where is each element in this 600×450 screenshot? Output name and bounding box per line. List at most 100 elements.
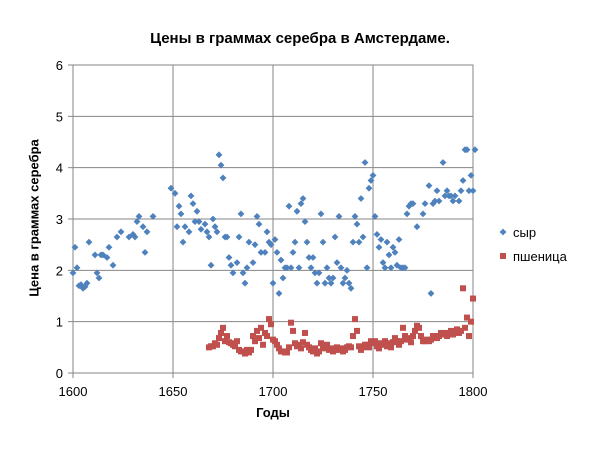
cheese-point (185, 228, 193, 236)
wheat-point (380, 341, 386, 348)
wheat-point (412, 327, 418, 334)
wheat-point (214, 341, 220, 348)
wheat-point (356, 343, 362, 350)
wheat-point (406, 335, 412, 342)
cheese-point (187, 192, 195, 200)
cheese-point (361, 159, 369, 166)
cheese-point (251, 241, 259, 249)
cheese-point (443, 187, 451, 195)
wheat-point (300, 339, 306, 346)
cheese-point (389, 243, 397, 251)
x-tick-label: 1800 (459, 384, 488, 399)
cheese-point (321, 279, 329, 287)
cheese-point (167, 184, 175, 192)
cheese-point (113, 233, 121, 241)
wheat-point (416, 324, 422, 331)
wheat-point (372, 338, 378, 345)
wheat-point (460, 285, 466, 292)
cheese-point (375, 243, 383, 251)
wheat-point (418, 333, 424, 340)
cheese-point (225, 254, 233, 261)
cheese-point (309, 254, 317, 261)
wheat-point (398, 338, 404, 345)
cheese-point (189, 200, 197, 207)
cheese-point (351, 213, 359, 220)
wheat-point (290, 327, 296, 334)
cheese-point (337, 264, 345, 272)
legend-cheese-label: сыр (513, 225, 536, 240)
wheat-point (284, 349, 290, 356)
wheat-point (292, 340, 298, 347)
cheese-point (371, 213, 379, 220)
cheese-point (69, 269, 77, 277)
cheese-point (289, 248, 297, 256)
wheat-point (218, 329, 224, 336)
cheese-point (291, 238, 299, 246)
cheese-point (335, 213, 343, 220)
cheese-point (451, 192, 459, 200)
wheat-point (242, 350, 248, 357)
legend-wheat-marker (500, 253, 506, 259)
cheese-point (377, 236, 385, 243)
cheese-point (299, 195, 307, 202)
cheese-point (179, 238, 187, 246)
y-tick-label: 2 (56, 263, 63, 278)
wheat-point (328, 345, 334, 352)
cheese-point (71, 243, 79, 251)
cheese-point (345, 279, 353, 287)
wheat-point (256, 335, 262, 342)
cheese-point (341, 274, 349, 282)
cheese-point (305, 254, 313, 261)
cheese-point (171, 189, 179, 197)
cheese-point (331, 233, 339, 241)
cheese-point (313, 279, 321, 287)
cheese-point (405, 202, 413, 210)
wheat-point (264, 333, 270, 340)
wheat-point (464, 314, 470, 321)
cheese-point (469, 187, 477, 195)
wheat-point (400, 324, 406, 331)
cheese-point (287, 264, 295, 272)
cheese-point (135, 213, 143, 220)
cheese-point (427, 290, 435, 297)
cheese-point (131, 233, 139, 241)
wheat-point (454, 326, 460, 333)
cheese-point (301, 218, 309, 225)
cheese-point (255, 220, 263, 228)
wheat-point (392, 335, 398, 342)
wheat-point (352, 316, 358, 323)
cheese-point (421, 200, 429, 207)
legend-wheat-label: пшеница (513, 249, 568, 264)
wheat-point (390, 339, 396, 346)
cheese-point (277, 256, 285, 264)
cheese-point (239, 269, 247, 277)
wheat-point (470, 295, 476, 302)
x-tick-label: 1600 (59, 384, 88, 399)
wheat-point (402, 333, 408, 340)
wheat-point (216, 335, 222, 342)
cheese-point (327, 279, 335, 287)
cheese-point (329, 274, 337, 282)
x-tick-label: 1650 (159, 384, 188, 399)
cheese-point (347, 284, 355, 292)
wheat-point (276, 345, 282, 352)
cheese-point (365, 184, 373, 192)
x-axis-title: Годы (256, 405, 290, 420)
wheat-point (350, 333, 356, 340)
cheese-point (311, 269, 319, 277)
cheese-point (325, 274, 333, 282)
cheese-point (323, 264, 331, 272)
cheese-point (333, 259, 341, 267)
cheese-point (143, 228, 151, 236)
cheese-point (447, 192, 455, 200)
cheese-point (467, 171, 475, 179)
cheese-point (315, 269, 323, 277)
cheese-point (93, 269, 101, 277)
y-tick-label: 5 (56, 109, 63, 124)
wheat-point (260, 341, 266, 348)
wheat-point (288, 319, 294, 326)
cheese-point (195, 218, 203, 225)
wheat-point (388, 344, 394, 351)
cheese-point (367, 177, 375, 184)
y-tick-label: 6 (56, 58, 63, 73)
